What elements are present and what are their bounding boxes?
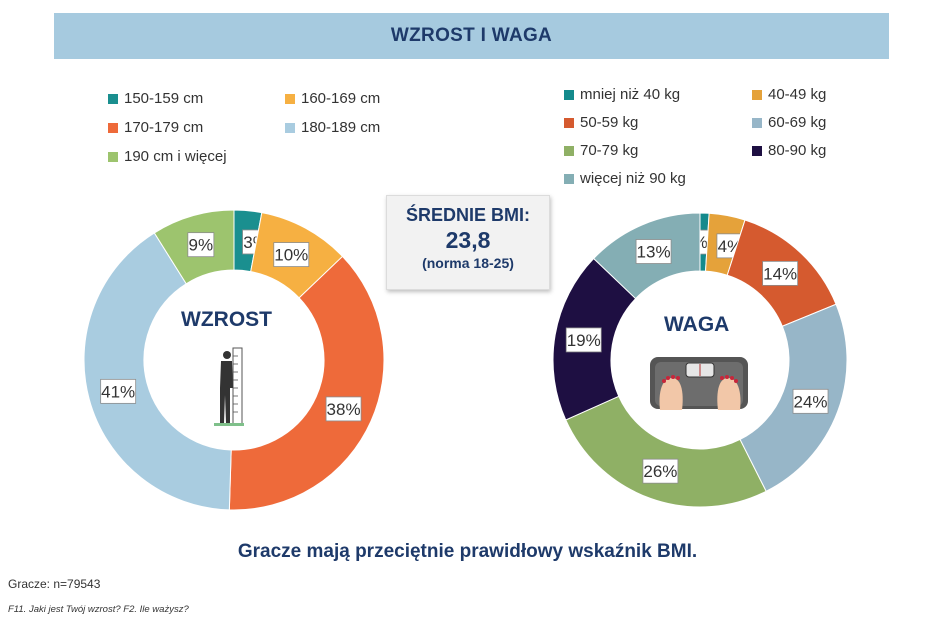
legend-item-weight-6: 80-90 kg (752, 142, 826, 159)
legend-label: więcej niż 90 kg (580, 170, 686, 187)
legend-item-height-3: 170-179 cm (108, 119, 203, 136)
data-label-box (325, 396, 362, 422)
data-label-box (792, 388, 829, 414)
legend-swatch (108, 122, 118, 133)
data-label-text: 24% (794, 392, 828, 411)
height-donut-chart: 3%10%38%41%9% (83, 209, 385, 511)
title-bar: WZROST I WAGA (54, 13, 889, 59)
average-bmi-box: ŚREDNIE BMI: 23,8 (norma 18-25) (386, 195, 550, 290)
legend-item-height-2: 160-169 cm (285, 90, 380, 107)
sample-size-note: Gracze: n=79543 (8, 577, 101, 591)
donut-slice (565, 395, 767, 508)
data-label: 9% (187, 232, 215, 258)
legend-label: 170-179 cm (124, 119, 204, 136)
data-label-text: 14% (763, 264, 797, 283)
legend-item-weight-3: 50-59 kg (564, 114, 638, 131)
legend-swatch (564, 89, 574, 100)
legend-label: 180-189 cm (301, 119, 381, 136)
legend-label: 70-79 kg (580, 142, 639, 159)
data-label: 13% (635, 239, 672, 264)
legend-item-weight-1: mniej niż 40 kg (564, 86, 680, 103)
data-label: 14% (762, 260, 799, 286)
bmi-norm: (norma 18-25) (422, 255, 514, 271)
legend-item-height-5: 190 cm i więcej (108, 148, 227, 165)
weight-donut-chart: 1%4%14%24%26%19%13% (552, 212, 848, 508)
summary-subtitle: Gracze mają przeciętnie prawidłowy wskaź… (237, 541, 698, 562)
height-silhouette-icon (214, 347, 244, 426)
donut-slice (228, 255, 385, 511)
legend-item-weight-2: 40-49 kg (752, 86, 826, 103)
legend-item-height-1: 150-159 cm (108, 90, 203, 107)
height-center-label: WZROST (181, 308, 272, 331)
bathroom-scale-icon (650, 357, 748, 410)
legend-item-weight-7: więcej niż 90 kg (564, 170, 686, 187)
data-label-text: 19% (567, 331, 601, 350)
legend-label: 160-169 cm (301, 90, 381, 107)
bmi-title: ŚREDNIE BMI: (405, 205, 530, 225)
legend-label: 50-59 kg (580, 114, 639, 131)
data-label-box (635, 239, 672, 264)
data-label: 24% (792, 388, 829, 414)
legend-swatch (752, 117, 762, 128)
legend-item-weight-4: 60-69 kg (752, 114, 826, 131)
data-label-box (642, 458, 679, 484)
data-label: 38% (325, 396, 362, 422)
legend-label: 60-69 kg (768, 114, 827, 131)
legend-swatch (564, 117, 574, 128)
data-label: 10% (273, 242, 310, 267)
data-label-box (565, 327, 602, 353)
legend-label: mniej niż 40 kg (580, 86, 681, 103)
legend-item-weight-5: 70-79 kg (564, 142, 638, 159)
donut-slice (83, 232, 232, 511)
legend-label: 190 cm i więcej (124, 148, 227, 165)
data-label-text: 9% (189, 236, 214, 255)
legend-swatch (285, 93, 295, 104)
legend-label: 40-49 kg (768, 86, 827, 103)
legend-swatch (108, 151, 118, 162)
legend-swatch (752, 145, 762, 156)
question-note: F11. Jaki jest Twój wzrost? F2. Ile waży… (8, 604, 189, 615)
legend-swatch (108, 93, 118, 104)
legend-swatch (752, 89, 762, 100)
data-label-box (187, 232, 215, 258)
data-label-box (273, 242, 310, 267)
legend-label: 150-159 cm (124, 90, 204, 107)
data-label: 41% (100, 378, 137, 404)
data-label-text: 38% (327, 400, 361, 419)
data-label: 26% (642, 458, 679, 484)
data-label-text: 41% (101, 382, 135, 401)
legend-swatch (564, 173, 574, 184)
data-label-text: 13% (637, 243, 671, 262)
legend-swatch (285, 122, 295, 133)
page-title: WZROST I WAGA (390, 25, 553, 46)
data-label-box (762, 260, 799, 286)
data-label-text: 26% (643, 462, 677, 481)
weight-center-label: WAGA (664, 313, 730, 336)
legend-swatch (564, 145, 574, 156)
bmi-value: 23,8 (445, 227, 491, 253)
data-label: 19% (565, 327, 602, 353)
data-label-box (100, 378, 137, 404)
legend-item-height-4: 180-189 cm (285, 119, 380, 136)
data-label-text: 10% (274, 246, 308, 265)
legend-label: 80-90 kg (768, 142, 827, 159)
